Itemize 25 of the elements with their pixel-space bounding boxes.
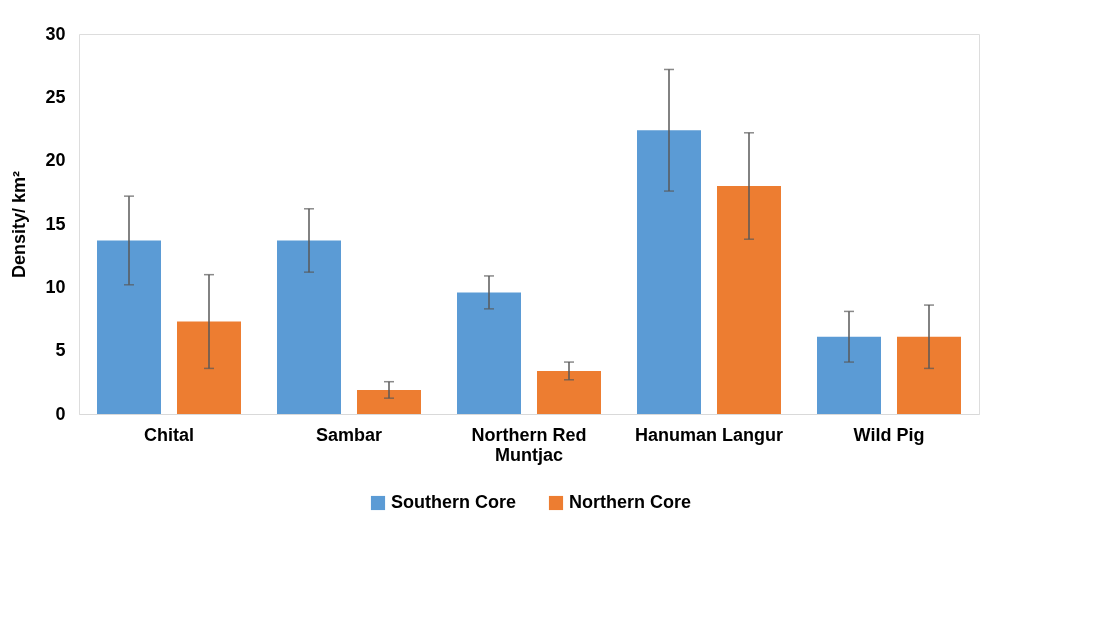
x-tick-label: Hanuman Langur	[634, 424, 784, 445]
y-tick-label: 0	[55, 403, 66, 424]
bar	[717, 186, 781, 414]
bar	[357, 389, 421, 414]
y-tick-label: 5	[55, 340, 66, 361]
bar	[457, 292, 521, 414]
legend-label: Northern Core	[569, 492, 692, 512]
x-tick-label: Sambar	[315, 424, 383, 445]
bar	[637, 130, 701, 414]
legend-label: Southern Core	[391, 492, 517, 512]
x-tick-label: Chital	[143, 424, 195, 445]
y-tick-label: 20	[45, 150, 66, 171]
y-axis-title: Density/ km²	[9, 170, 30, 279]
bar	[177, 321, 241, 414]
bar	[277, 240, 341, 414]
y-tick-label: 25	[45, 86, 66, 107]
y-tick-label: 30	[45, 23, 66, 44]
bar	[97, 240, 161, 414]
y-tick-label: 15	[45, 213, 66, 234]
y-tick-label: 10	[45, 276, 66, 297]
bar	[817, 336, 881, 414]
x-tick-label: Wild Pig	[853, 424, 925, 445]
bar	[897, 336, 961, 414]
bar	[537, 370, 601, 414]
x-tick-label: Northern Red Muntjac	[471, 424, 587, 465]
